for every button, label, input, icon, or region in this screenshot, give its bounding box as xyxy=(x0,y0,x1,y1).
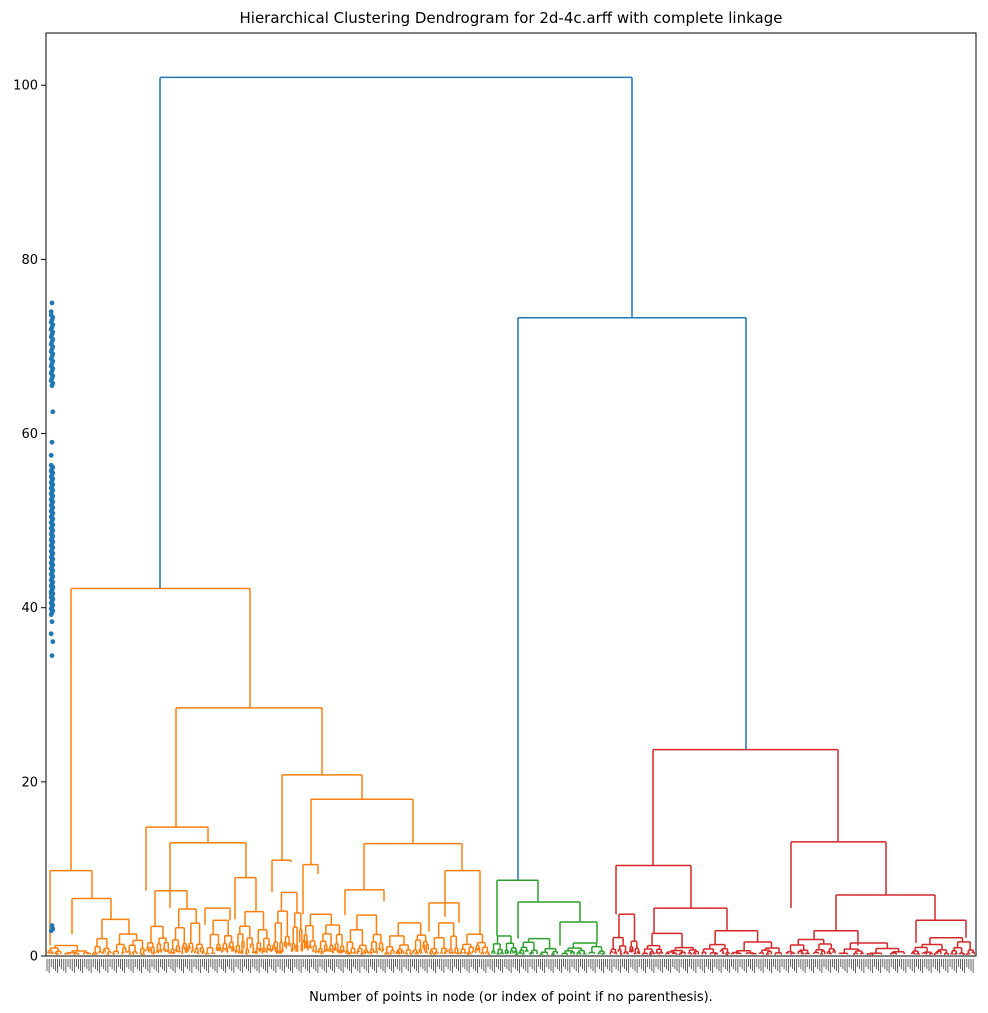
y-tick-label: 100 xyxy=(13,79,38,94)
y-axis: 0 20 40 60 80 100 xyxy=(13,79,46,965)
scatter-point xyxy=(50,639,56,645)
scatter-point xyxy=(49,923,55,928)
scatter-point xyxy=(49,619,55,625)
scatter-point xyxy=(50,409,56,415)
scatter-point xyxy=(48,309,54,315)
plot-frame xyxy=(45,32,977,957)
y-tick-label: 0 xyxy=(30,950,38,965)
scatter-point xyxy=(48,928,54,934)
scatter-point xyxy=(49,653,55,658)
scatter-point xyxy=(48,452,54,458)
scatter-point xyxy=(50,596,56,602)
scatter-point xyxy=(49,439,55,445)
y-tick-label: 60 xyxy=(21,427,38,442)
scatter-point xyxy=(48,312,54,318)
scatter-point xyxy=(50,584,56,590)
scatter-points xyxy=(48,300,56,934)
chart-title: Hierarchical Clustering Dendrogram for 2… xyxy=(240,9,783,27)
scatter-point xyxy=(48,631,54,637)
x-tick-labels xyxy=(46,959,974,973)
y-tick-label: 40 xyxy=(21,601,38,616)
scatter-point xyxy=(49,300,55,306)
x-axis-label: Number of points in node (or index of po… xyxy=(309,990,713,1005)
y-tick-label: 80 xyxy=(21,253,38,268)
plot-area xyxy=(46,76,975,956)
y-tick-label: 20 xyxy=(21,775,38,790)
scatter-point xyxy=(48,462,54,468)
